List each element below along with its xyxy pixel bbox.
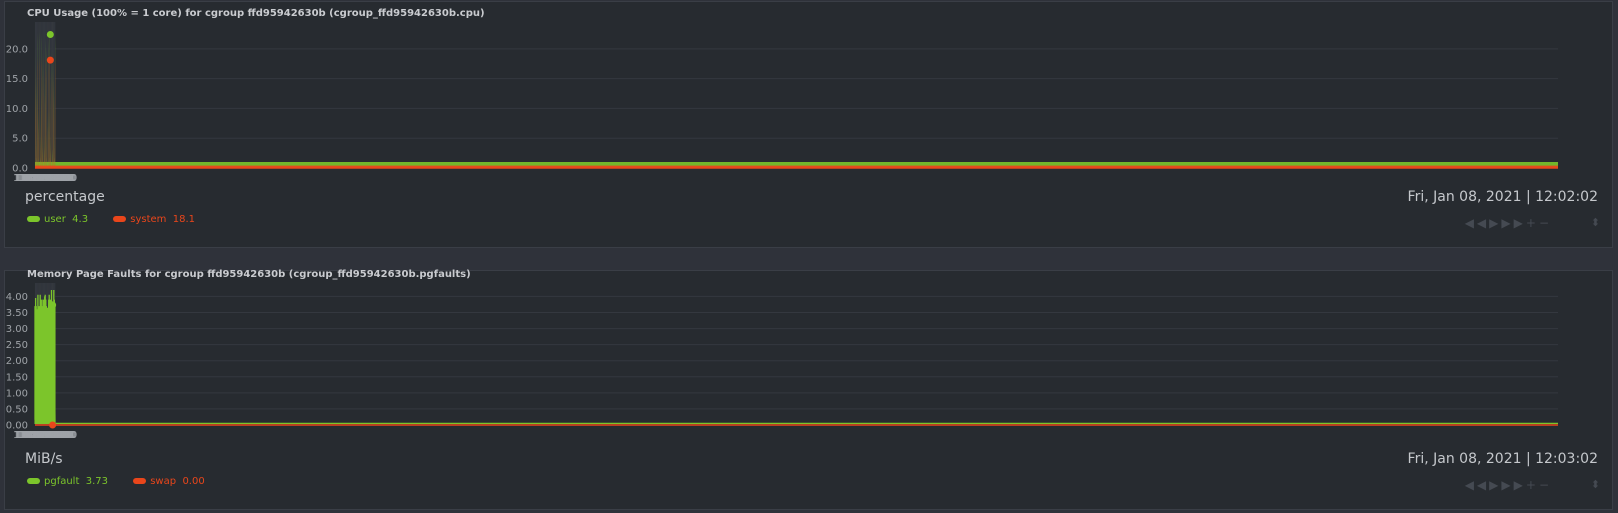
x-tick-label: 12:03:00 <box>30 430 75 441</box>
y-tick-label: 1.00 <box>6 388 28 399</box>
y-tick-label: 2.00 <box>6 356 28 367</box>
x-tick-label: 12:00:00 <box>23 430 68 441</box>
x-tick-label: 11:57:30 <box>18 173 63 184</box>
timestamp: Fri, Jan 08, 2021 | 12:03:02 <box>1407 451 1598 467</box>
zoom-out-icon[interactable]: − <box>1538 478 1552 492</box>
timestamp: Fri, Jan 08, 2021 | 12:02:02 <box>1407 189 1598 205</box>
x-tick-label: 12:04:00 <box>32 430 77 441</box>
legend-name: pgfault <box>44 476 80 487</box>
y-tick-label: 20.0 <box>6 44 28 55</box>
x-tick-label: 11:58:00 <box>19 430 64 441</box>
cpu-usage-chart[interactable]: 0.0 5.0 10.0 15.0 20.0 11:55:3011:56:0011:56:… <box>5 2 1612 192</box>
fast-forward-icon[interactable]: ▶▶ <box>1501 216 1526 230</box>
hover-point-pgfault <box>49 301 57 309</box>
y-tick-label: 0.50 <box>6 404 28 415</box>
rewind-icon[interactable]: ◀◀ <box>1464 216 1490 230</box>
cpu-usage-chart-panel: CPU Usage (100% = 1 core) for cgroup ffd… <box>4 1 1613 248</box>
legend-value: 18.1 <box>172 214 196 225</box>
y-tick-label: 0.0 <box>12 164 28 175</box>
play-icon[interactable]: ▶ <box>1489 478 1502 492</box>
x-tick-label: 11:55:30 <box>13 173 58 184</box>
legend-name: system <box>130 214 167 225</box>
x-tick-label: 12:02:00 <box>28 173 73 184</box>
series-pgfault-line <box>34 290 1558 425</box>
play-icon[interactable]: ▶ <box>1489 216 1502 230</box>
x-tick-label: 12:00:00 <box>23 173 68 184</box>
x-tick-label: 11:56:00 <box>14 430 59 441</box>
chart-title: CPU Usage (100% = 1 core) for cgroup ffd… <box>27 8 485 19</box>
x-tick-label: 12:01:00 <box>26 173 71 184</box>
x-tick-label: 11:58:00 <box>19 173 64 184</box>
y-tick-label: 2.50 <box>6 340 28 351</box>
fast-forward-icon[interactable]: ▶▶ <box>1501 478 1526 492</box>
x-tick-label: 11:56:30 <box>15 173 60 184</box>
x-tick-label: 12:03:30 <box>31 173 76 184</box>
y-tick-label: 3.00 <box>6 324 28 335</box>
x-tick-label: 12:03:00 <box>30 173 75 184</box>
y-tick-label: 10.0 <box>6 104 28 115</box>
x-tick-label: 11:59:00 <box>21 173 66 184</box>
chart-title: Memory Page Faults for cgroup ffd9594263… <box>27 269 471 280</box>
page-faults-chart[interactable]: 0.00 0.50 1.00 1.50 2.00 2.50 3.00 3.50 4.00 11:5… <box>5 271 1612 451</box>
legend-swatch-pgfault <box>27 478 40 484</box>
x-tick-label: 12:01:30 <box>27 430 72 441</box>
y-tick-label: 15.0 <box>6 74 28 85</box>
x-tick-label: 11:57:00 <box>16 173 61 184</box>
resize-handle-icon[interactable]: ⬍ <box>1590 478 1600 491</box>
x-tick-label: 11:55:30 <box>13 430 58 441</box>
y-tick-label: 5.0 <box>12 134 28 145</box>
chart-toolbar: ◀◀▶▶▶+− <box>1465 216 1552 230</box>
y-tick-label: 4.00 <box>6 292 28 303</box>
units-label: percentage <box>25 189 105 205</box>
chart-toolbar: ◀◀▶▶▶+− <box>1465 478 1552 492</box>
hover-point-swap <box>49 421 57 429</box>
series-system-area <box>35 52 1558 168</box>
legend-swatch-user <box>27 216 40 222</box>
x-tick-label: 11:56:00 <box>14 173 59 184</box>
x-tick-label: 11:56:30 <box>15 430 60 441</box>
legend-item-system[interactable]: system 18.1 <box>113 214 195 225</box>
zoom-out-icon[interactable]: − <box>1538 216 1552 230</box>
legend-value: 0.00 <box>182 476 205 487</box>
legend-item-swap[interactable]: swap 0.00 <box>133 476 205 487</box>
x-tick-label: 11:59:00 <box>21 430 66 441</box>
resize-handle-icon[interactable]: ⬍ <box>1590 216 1600 229</box>
x-tick-label: 11:57:00 <box>16 430 61 441</box>
y-tick-label: 3.50 <box>6 308 28 319</box>
legend-name: swap <box>150 476 177 487</box>
x-tick-label: 12:02:30 <box>29 430 74 441</box>
hover-point-user <box>46 31 54 39</box>
chart-legend: pgfault 3.73 swap 0.00 <box>27 476 227 487</box>
x-tick-label: 11:58:30 <box>20 173 65 184</box>
zoom-in-icon[interactable]: + <box>1525 216 1539 230</box>
legend-swatch-system <box>113 216 127 222</box>
chart-legend: user 4.3 system 18.1 <box>27 214 217 225</box>
x-tick-label: 12:00:30 <box>24 173 69 184</box>
x-tick-label: 12:02:00 <box>28 430 73 441</box>
x-tick-label: 12:04:00 <box>32 173 77 184</box>
page-faults-chart-panel: Memory Page Faults for cgroup ffd9594263… <box>4 269 1613 510</box>
y-tick-label: 1.50 <box>6 372 28 383</box>
hover-point-system <box>46 56 54 64</box>
legend-item-pgfault[interactable]: pgfault 3.73 <box>27 476 108 487</box>
x-tick-label: 11:59:30 <box>22 173 67 184</box>
legend-value: 3.73 <box>85 476 109 487</box>
legend-value: 4.3 <box>72 214 89 225</box>
units-label: MiB/s <box>25 451 63 467</box>
x-tick-label: 12:00:30 <box>24 430 69 441</box>
x-tick-label: 11:59:30 <box>22 430 67 441</box>
legend-item-user[interactable]: user 4.3 <box>27 214 88 225</box>
x-tick-label: 11:58:30 <box>20 430 65 441</box>
rewind-icon[interactable]: ◀◀ <box>1464 478 1490 492</box>
x-tick-label: 12:02:30 <box>29 173 74 184</box>
legend-swatch-swap <box>133 478 147 484</box>
zoom-in-icon[interactable]: + <box>1525 478 1539 492</box>
x-tick-label: 11:57:30 <box>18 430 63 441</box>
legend-name: user <box>44 214 66 225</box>
y-tick-label: 0.00 <box>6 421 28 432</box>
x-tick-label: 12:01:30 <box>27 173 72 184</box>
x-tick-label: 12:03:30 <box>31 430 76 441</box>
x-tick-label: 12:01:00 <box>26 430 71 441</box>
